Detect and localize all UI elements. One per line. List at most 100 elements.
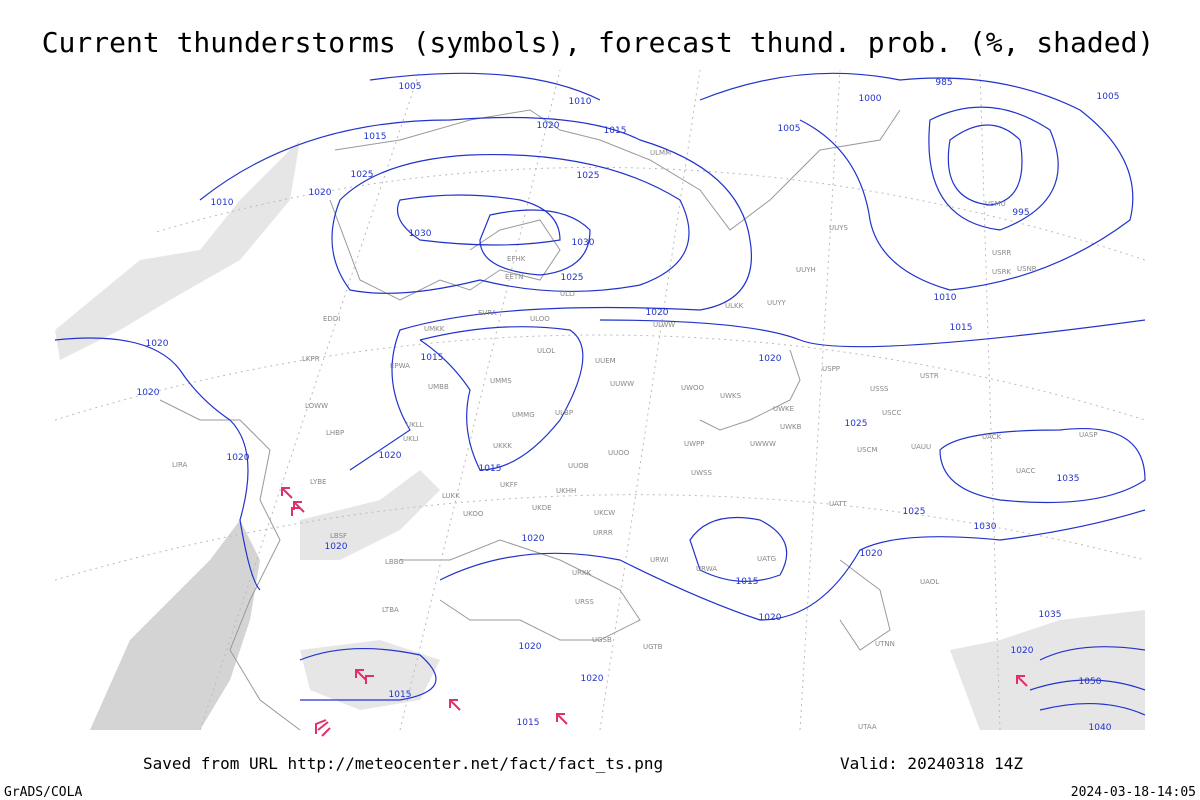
- isobar-label: 1015: [364, 132, 387, 142]
- station-label: USNR: [1017, 265, 1037, 273]
- isobar-label: 1020: [581, 674, 604, 684]
- timestamp: 2024-03-18-14:05: [1071, 785, 1196, 800]
- isobar-label: 1010: [934, 293, 957, 303]
- station-label: UATG: [757, 555, 776, 563]
- station-label: ULBP: [555, 409, 573, 417]
- station-label: UMBB: [428, 383, 449, 391]
- station-label: UKHH: [556, 487, 576, 495]
- isobar-label: 985: [935, 78, 952, 88]
- station-label: EDDI: [323, 315, 340, 323]
- isobar-label: 1025: [903, 507, 926, 517]
- station-label: EVRA: [478, 309, 497, 317]
- software: GrADS/COLA: [4, 785, 82, 800]
- shade-area: [55, 140, 300, 360]
- thunder-symbol: [281, 487, 293, 499]
- parallel: [54, 166, 1146, 581]
- isobar-label: 1025: [577, 171, 600, 181]
- station-label: UWOO: [681, 384, 705, 392]
- station-label: UGTB: [643, 643, 663, 651]
- isobar-label: 1050: [1079, 677, 1102, 687]
- station-label: USCC: [882, 409, 901, 417]
- isobar: [54, 337, 261, 591]
- station-label: URKK: [572, 569, 592, 577]
- station-label: EPWA: [390, 362, 410, 370]
- isobar-label: 1020: [227, 453, 250, 463]
- isobars: [54, 72, 1146, 716]
- isobar-label: 1030: [974, 522, 997, 532]
- station-label: URWA: [696, 565, 717, 573]
- station-label: LBSF: [330, 532, 347, 540]
- isobar-label: 995: [1012, 208, 1029, 218]
- station-label: UKFF: [500, 481, 518, 489]
- station-label: UWKB: [780, 423, 802, 431]
- station-label: UAUU: [911, 443, 931, 451]
- map-labels: 1005 1010 1020 1015 1015 1025 1020 1010 1025 1030…: [137, 78, 1120, 733]
- station-label: USPP: [822, 365, 840, 373]
- station-label: UKLL: [406, 421, 424, 429]
- isobar: [928, 106, 1059, 231]
- thunder-symbol: [315, 719, 331, 737]
- isobar-label: 1015: [421, 353, 444, 363]
- station-label: UMMS: [490, 377, 512, 385]
- station-label: LBBG: [385, 558, 404, 566]
- isobar: [199, 116, 752, 471]
- isobar-label: 1020: [646, 308, 669, 318]
- isobar: [369, 72, 601, 101]
- isobar-label: 1020: [759, 613, 782, 623]
- isobar: [699, 72, 1134, 291]
- station-label: USMU: [985, 200, 1006, 208]
- coast: [699, 349, 801, 431]
- station-label: UKLI: [403, 435, 419, 443]
- isobar-label: 1020: [537, 121, 560, 131]
- station-label: EFHK: [507, 255, 526, 263]
- station-label: LKPR: [302, 355, 320, 363]
- isobar: [939, 428, 1146, 504]
- station-label: LIRA: [172, 461, 188, 469]
- station-label: URSS: [575, 598, 594, 606]
- station-label: UTNN: [875, 640, 895, 648]
- coast: [400, 539, 641, 641]
- coast: [159, 399, 301, 731]
- station-label: UAOL: [920, 578, 939, 586]
- shade-area: [300, 470, 440, 560]
- station-label: UGSB: [592, 636, 612, 644]
- station-label: ULOL: [537, 347, 555, 355]
- thunderstorm-symbols: [281, 487, 1028, 737]
- isobar-label: 1030: [409, 229, 432, 239]
- isobar-label: 1010: [211, 198, 234, 208]
- saved-url: Saved from URL http://meteocenter.net/fa…: [143, 754, 663, 773]
- station-label: URWI: [650, 556, 669, 564]
- isobar-label: 1015: [517, 718, 540, 728]
- station-label: ULOO: [530, 315, 550, 323]
- station-label: USRR: [992, 249, 1011, 257]
- isobar-label: 1025: [561, 273, 584, 283]
- projection-mask: [55, 70, 330, 325]
- isobar-label: 1035: [1039, 610, 1062, 620]
- station-label: LHBP: [326, 429, 344, 437]
- station-label: LTBA: [382, 606, 399, 614]
- isobar-label: 1020: [860, 549, 883, 559]
- isobar-label: 1020: [325, 542, 348, 552]
- station-label: ULWW: [653, 321, 675, 329]
- isobar-label: 1020: [309, 188, 332, 198]
- isobar-label: 1025: [845, 419, 868, 429]
- station-label: USTR: [920, 372, 939, 380]
- station-label: UUYS: [829, 224, 849, 232]
- station-label: LOWW: [305, 402, 328, 410]
- thunder-symbol: [291, 501, 305, 516]
- station-label: ULLI: [560, 290, 575, 298]
- isobar: [299, 647, 437, 701]
- isobar-label: 1015: [950, 323, 973, 333]
- station-label: UUWW: [610, 380, 634, 388]
- station-label: UTAA: [858, 723, 877, 731]
- station-label: UASP: [1079, 431, 1098, 439]
- station-label: UWKE: [773, 405, 794, 413]
- isobar-label: 1020: [137, 388, 160, 398]
- station-label: ULMM: [650, 149, 671, 157]
- coast: [334, 109, 901, 231]
- isobar: [1029, 646, 1146, 716]
- isobar: [689, 516, 788, 582]
- isobar-label: 1020: [759, 354, 782, 364]
- isobar-label: 1020: [1011, 646, 1034, 656]
- station-label: ULKK: [725, 302, 744, 310]
